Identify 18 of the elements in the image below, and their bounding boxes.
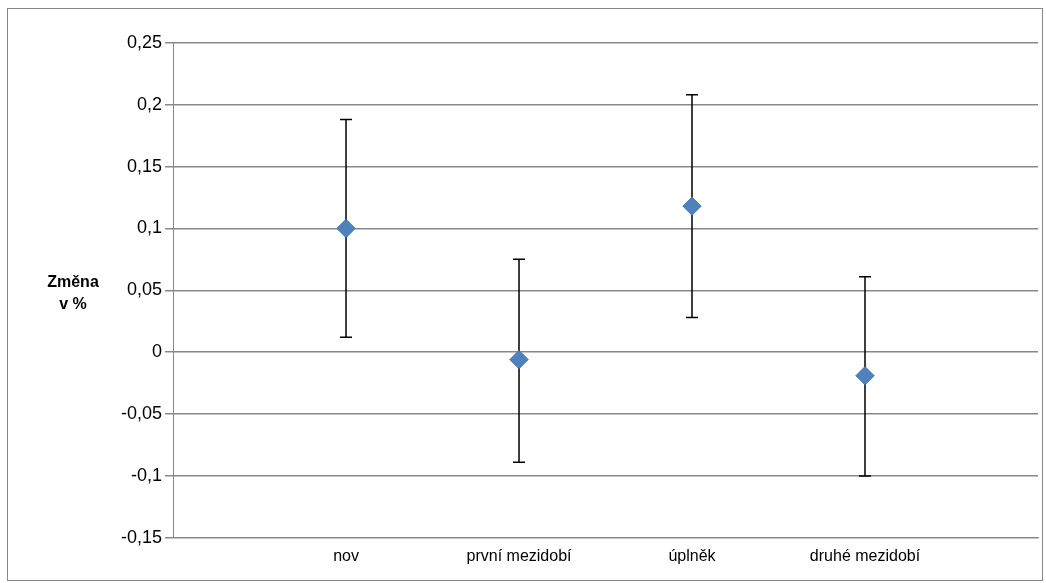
y-axis-title: Změna v % — [46, 272, 100, 314]
x-tick-label: první mezidobí — [466, 546, 573, 564]
point — [682, 196, 702, 216]
x-tick-label: druhé mezidobí — [809, 546, 921, 564]
y-tick-label: 0,05 — [126, 279, 163, 300]
x-tick-label: úplněk — [668, 546, 717, 564]
y-tick-label: -0,1 — [131, 464, 163, 485]
x-tick-label: nov — [333, 546, 359, 564]
point — [855, 366, 875, 386]
y-tick-label: 0,1 — [137, 217, 163, 238]
y-tick-label: 0,15 — [126, 155, 163, 176]
y-tick-label: -0,05 — [121, 403, 163, 424]
point — [336, 218, 356, 238]
y-tick-label: 0,2 — [137, 93, 163, 114]
y-tick-label: 0,25 — [126, 31, 163, 52]
y-tick-label: 0 — [152, 341, 163, 362]
y-tick-label: -0,15 — [121, 526, 163, 547]
point — [509, 350, 529, 370]
